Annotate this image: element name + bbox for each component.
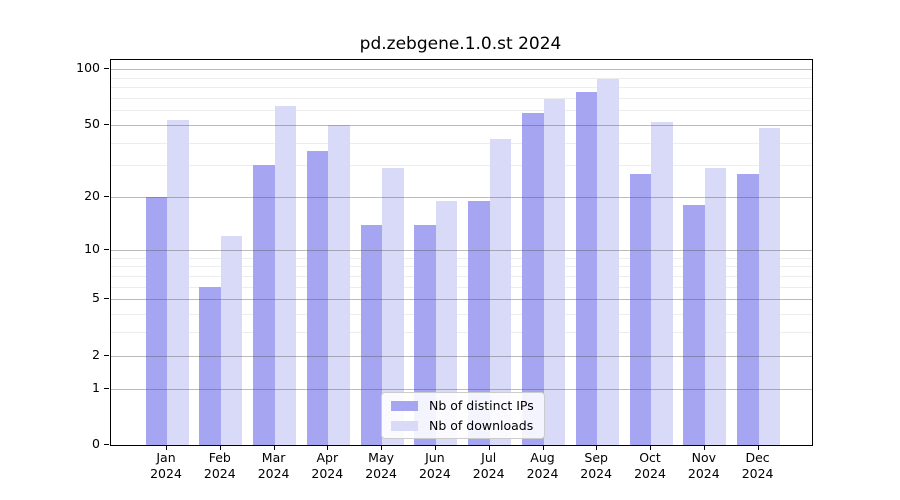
bar-downloads-apr [328, 124, 350, 445]
minor-gridline-6 [111, 286, 812, 288]
bar-distinct-ips-aug [522, 112, 544, 445]
x-tick-label-mar: Mar 2024 [257, 450, 290, 481]
bar-downloads-jun [435, 201, 458, 445]
minor-gridline-8 [111, 266, 812, 268]
x-tick-label-may: May 2024 [365, 450, 397, 481]
y-tick-label-20: 20 [84, 188, 100, 204]
bar-distinct-ips-nov [683, 205, 705, 445]
x-tick-apr [327, 445, 329, 450]
bar-distinct-ips-sep [575, 92, 598, 445]
major-gridline-10 [111, 249, 812, 251]
y-tick-label-5: 5 [92, 290, 100, 306]
major-gridline-100 [111, 69, 812, 71]
legend-label-downloads: Nb of downloads [429, 418, 534, 433]
minor-gridline-9 [111, 257, 812, 259]
bar-downloads-jul [489, 138, 512, 445]
legend-swatch-downloads [391, 420, 418, 431]
x-tick-label-jan: Jan 2024 [150, 450, 182, 481]
bar-distinct-ips-apr [306, 150, 329, 445]
y-tick-label-1: 1 [92, 379, 100, 395]
major-gridline-1 [111, 388, 812, 390]
bar-distinct-ips-feb [199, 286, 221, 445]
minor-gridline-3 [111, 332, 812, 334]
major-gridline-5 [111, 299, 812, 301]
y-tick-50 [104, 123, 109, 125]
major-gridline-20 [111, 197, 812, 199]
bar-downloads-may [382, 168, 404, 445]
bar-downloads-sep [597, 78, 619, 445]
chart-title: pd.zebgene.1.0.st 2024 [359, 34, 562, 54]
y-tick-5 [104, 298, 109, 300]
x-tick-label-jul: Jul 2024 [472, 450, 505, 481]
minor-gridline-7 [111, 275, 812, 277]
y-tick-label-0: 0 [92, 436, 100, 451]
minor-gridline-30 [111, 165, 812, 167]
legend-label-distinct-ips: Nb of distinct IPs [429, 398, 534, 413]
bar-downloads-aug [543, 99, 565, 445]
bar-distinct-ips-dec [737, 173, 759, 445]
x-tick-label-nov: Nov 2024 [687, 450, 720, 481]
y-tick-10 [104, 248, 109, 250]
plot-area [110, 59, 813, 446]
x-tick-label-sep: Sep 2024 [580, 450, 613, 481]
y-tick-label-100: 100 [76, 60, 100, 76]
y-tick-1 [104, 387, 109, 389]
minor-gridline-60 [111, 110, 812, 112]
x-tick-feb [219, 445, 221, 450]
bar-distinct-ips-jul [468, 201, 490, 445]
y-tick-100 [104, 68, 109, 70]
y-tick-20 [104, 196, 109, 198]
x-tick-label-apr: Apr 2024 [311, 450, 344, 481]
bar-downloads-mar [274, 106, 297, 445]
x-tick-jan [166, 445, 168, 450]
x-tick-label-feb: Feb 2024 [203, 450, 236, 481]
y-tick-label-10: 10 [84, 240, 100, 256]
y-tick-0 [104, 444, 109, 446]
bar-distinct-ips-may [360, 224, 383, 445]
legend-entry-distinct-ips: Nb of distinct IPs [391, 397, 534, 414]
y-tick-2 [104, 354, 109, 356]
legend-entry-downloads: Nb of downloads [391, 417, 534, 434]
bar-distinct-ips-oct [629, 173, 651, 445]
x-tick-mar [273, 445, 275, 450]
bar-downloads-oct [651, 121, 673, 445]
major-gridline-50 [111, 124, 812, 126]
x-tick-jul [488, 445, 490, 450]
legend: Nb of distinct IPs Nb of downloads [381, 392, 545, 439]
x-tick-jun [434, 445, 437, 450]
bar-downloads-nov [704, 168, 727, 445]
bar-distinct-ips-jan [145, 197, 167, 445]
bar-downloads-dec [758, 128, 781, 445]
legend-swatch-distinct-ips [391, 400, 418, 411]
x-tick-nov [703, 445, 705, 450]
y-tick-label-50: 50 [84, 115, 100, 131]
x-tick-label-dec: Dec 2024 [741, 450, 774, 481]
x-tick-label-jun: Jun 2024 [418, 450, 451, 481]
x-tick-sep [596, 445, 598, 450]
y-tick-label-2: 2 [92, 346, 100, 362]
x-tick-label-oct: Oct 2024 [634, 450, 666, 481]
minor-gridline-90 [111, 77, 812, 79]
x-tick-may [381, 445, 383, 450]
x-tick-label-aug: Aug 2024 [526, 450, 559, 481]
bar-distinct-ips-mar [253, 165, 275, 445]
minor-gridline-80 [111, 87, 812, 89]
x-tick-aug [542, 445, 544, 450]
x-tick-dec [757, 445, 759, 450]
minor-gridline-40 [111, 142, 812, 144]
major-gridline-2 [111, 355, 812, 357]
x-tick-oct [650, 445, 652, 450]
minor-gridline-70 [111, 97, 812, 99]
bar-downloads-jan [167, 120, 189, 445]
minor-gridline-4 [111, 313, 812, 315]
bar-downloads-feb [220, 236, 243, 445]
bar-distinct-ips-jun [414, 224, 436, 445]
